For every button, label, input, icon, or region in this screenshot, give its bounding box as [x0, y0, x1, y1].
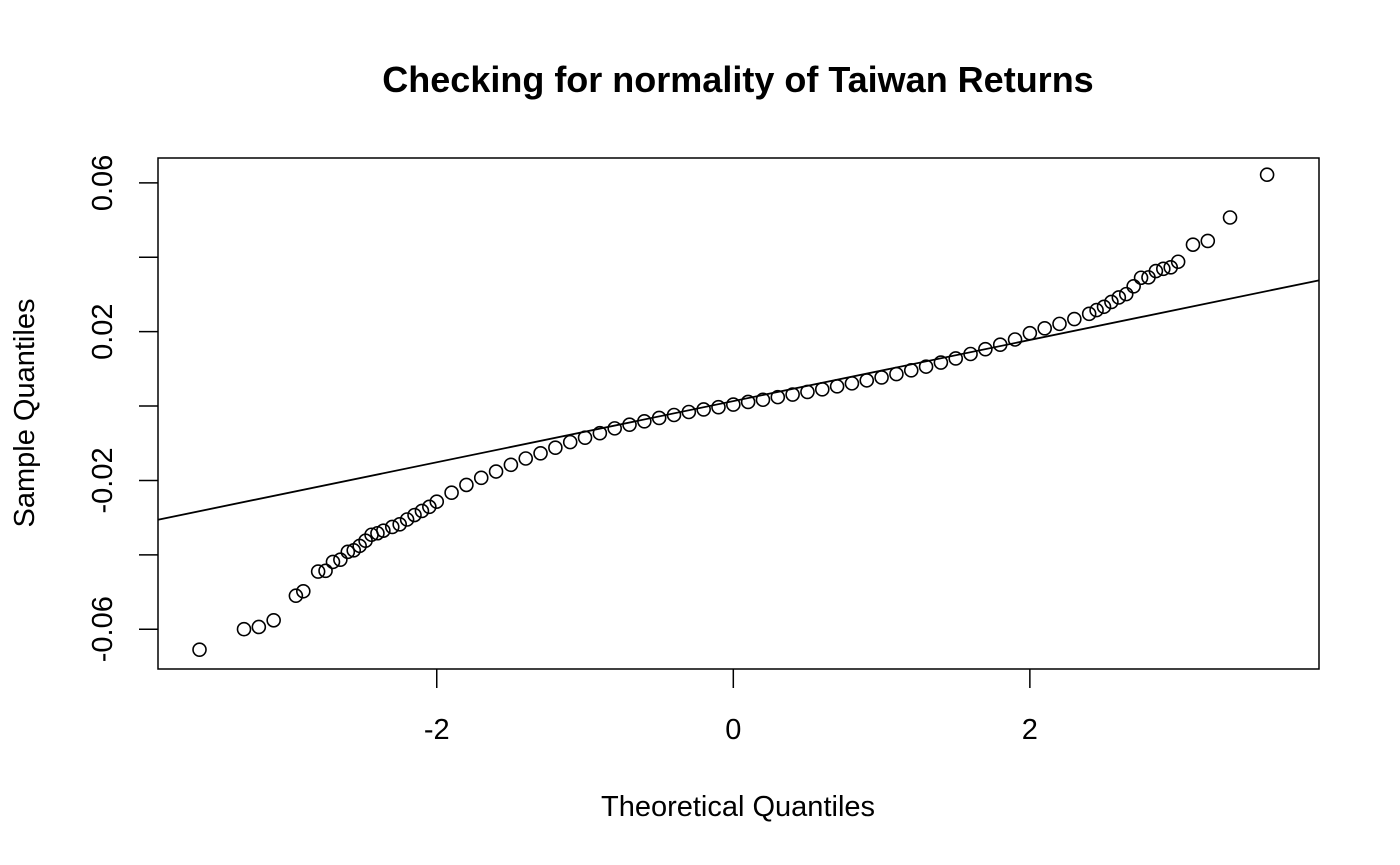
data-point [473, 470, 489, 486]
data-point [488, 464, 504, 479]
data-point [1111, 290, 1127, 305]
data-point [696, 402, 711, 417]
data-point [651, 410, 667, 426]
data-point [533, 445, 548, 461]
data-point [607, 421, 622, 436]
data-point [384, 519, 400, 535]
data-point [577, 430, 593, 445]
data-point [666, 407, 682, 423]
y-tick-label: 0.02 [87, 303, 119, 359]
data-point [1163, 260, 1179, 275]
x-axis: -2 0 2 [424, 669, 1038, 746]
data-point [903, 363, 919, 378]
x-axis-label: Theoretical Quantiles [601, 791, 875, 823]
points-layer [192, 167, 1275, 657]
data-point [740, 394, 756, 410]
data-point [503, 457, 519, 473]
data-point [1096, 299, 1112, 315]
data-point [1052, 316, 1067, 332]
data-point [376, 523, 391, 538]
data-point [933, 355, 949, 370]
data-point [592, 425, 608, 441]
data-point [948, 351, 964, 366]
data-point [325, 554, 341, 570]
data-point [1037, 321, 1052, 336]
data-point [978, 341, 993, 357]
data-point [770, 389, 786, 405]
data-point [1089, 302, 1104, 318]
data-point [681, 404, 697, 420]
data-point [288, 588, 304, 604]
data-point [1022, 325, 1038, 341]
chart-title: Checking for normality of Taiwan Returns [382, 59, 1093, 100]
x-tick-label: 2 [1022, 714, 1038, 746]
data-point [1200, 233, 1216, 249]
data-point [1007, 332, 1023, 347]
data-point [785, 387, 800, 402]
data-point [340, 544, 356, 560]
y-tick-label: -0.06 [87, 596, 119, 662]
data-point [333, 552, 348, 567]
data-point [414, 503, 430, 519]
data-point [266, 612, 281, 628]
data-point [422, 499, 437, 515]
data-point [562, 434, 578, 450]
data-point [992, 337, 1008, 352]
data-point [622, 417, 637, 432]
data-point [918, 359, 934, 374]
data-point [296, 583, 311, 599]
data-point [1126, 279, 1141, 294]
data-point [814, 382, 830, 397]
x-tick-label: -2 [424, 714, 450, 746]
data-point [726, 397, 741, 412]
data-point [1067, 311, 1082, 327]
data-point [399, 512, 415, 527]
data-point [755, 392, 771, 408]
data-point [1185, 237, 1201, 252]
data-point [963, 346, 978, 362]
y-axis: -0.06 -0.02 0.02 0.06 [87, 155, 158, 662]
data-point [1222, 210, 1238, 225]
data-point [192, 642, 207, 657]
data-point [407, 507, 422, 523]
data-point [1156, 261, 1171, 277]
data-point [548, 440, 563, 456]
data-point [711, 399, 726, 415]
data-point [459, 477, 474, 493]
data-point [844, 376, 860, 391]
plot-frame [157, 157, 1320, 670]
data-point [874, 370, 889, 385]
data-point [889, 366, 904, 382]
data-point [444, 485, 459, 501]
data-point [1081, 306, 1097, 322]
y-axis-label: Sample Quantiles [9, 299, 41, 528]
data-point [518, 451, 534, 466]
data-point [829, 379, 845, 394]
y-tick-label: -0.02 [87, 447, 119, 513]
data-point [637, 414, 652, 429]
data-point [251, 619, 267, 635]
y-tick-label: 0.06 [87, 155, 119, 211]
data-point [800, 384, 815, 400]
data-point [1133, 270, 1149, 286]
data-point [1148, 263, 1164, 279]
data-point [236, 621, 252, 637]
data-point [392, 517, 407, 532]
data-point [1118, 286, 1134, 302]
x-tick-label: 0 [725, 714, 741, 746]
data-point [429, 494, 445, 509]
data-point [859, 373, 875, 388]
data-point [1104, 294, 1119, 310]
data-point [318, 563, 333, 579]
data-point [1170, 254, 1186, 270]
data-point [310, 564, 326, 579]
data-point [1259, 167, 1275, 183]
